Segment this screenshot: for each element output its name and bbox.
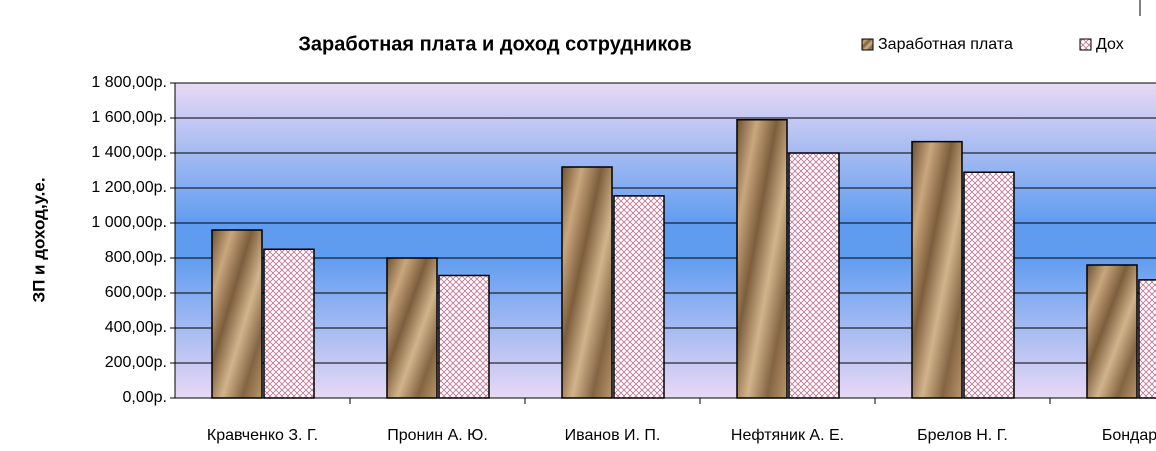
- y-tick-label: 800,00р.: [105, 249, 167, 266]
- bar: [438, 274, 490, 399]
- bar: [211, 229, 263, 399]
- bar: [736, 119, 788, 399]
- x-tick-label: Пронин А. Ю.: [387, 427, 488, 444]
- chart-title: Заработная плата и доход сотрудников: [298, 33, 691, 55]
- x-tick-label: Брелов Н. Г.: [917, 427, 1008, 444]
- y-tick-label: 1 600,00р.: [91, 109, 167, 126]
- bar: [963, 171, 1015, 399]
- bar: [1138, 279, 1156, 399]
- y-axis-title: ЗП и доход,у.е.: [29, 177, 48, 302]
- bar: [1086, 264, 1138, 399]
- legend-swatch: [1079, 38, 1092, 51]
- bar: [263, 248, 315, 399]
- y-tick-label: 600,00р.: [105, 284, 167, 301]
- x-tick-label: Кравченко З. Г.: [207, 427, 318, 444]
- legend-swatch: [861, 38, 874, 51]
- bar: [613, 195, 665, 399]
- x-tick-label: Бондарчу: [1102, 427, 1156, 444]
- y-tick-label: 1 400,00р.: [91, 144, 167, 161]
- bar: [386, 257, 438, 399]
- y-tick-label: 0,00р.: [123, 389, 167, 406]
- bar: [561, 166, 613, 399]
- y-tick-label: 1 000,00р.: [91, 214, 167, 231]
- legend-label: Дох: [1096, 36, 1124, 53]
- y-tick-label: 200,00р.: [105, 354, 167, 371]
- y-tick-label: 1 200,00р.: [91, 179, 167, 196]
- x-tick-label: Нефтяник А. Е.: [731, 427, 844, 444]
- x-tick-label: Иванов И. П.: [565, 427, 661, 444]
- legend-label: Заработная плата: [878, 36, 1013, 53]
- bar: [788, 152, 840, 399]
- y-tick-label: 400,00р.: [105, 319, 167, 336]
- bar: [911, 140, 963, 399]
- y-tick-label: 1 800,00р.: [91, 74, 167, 91]
